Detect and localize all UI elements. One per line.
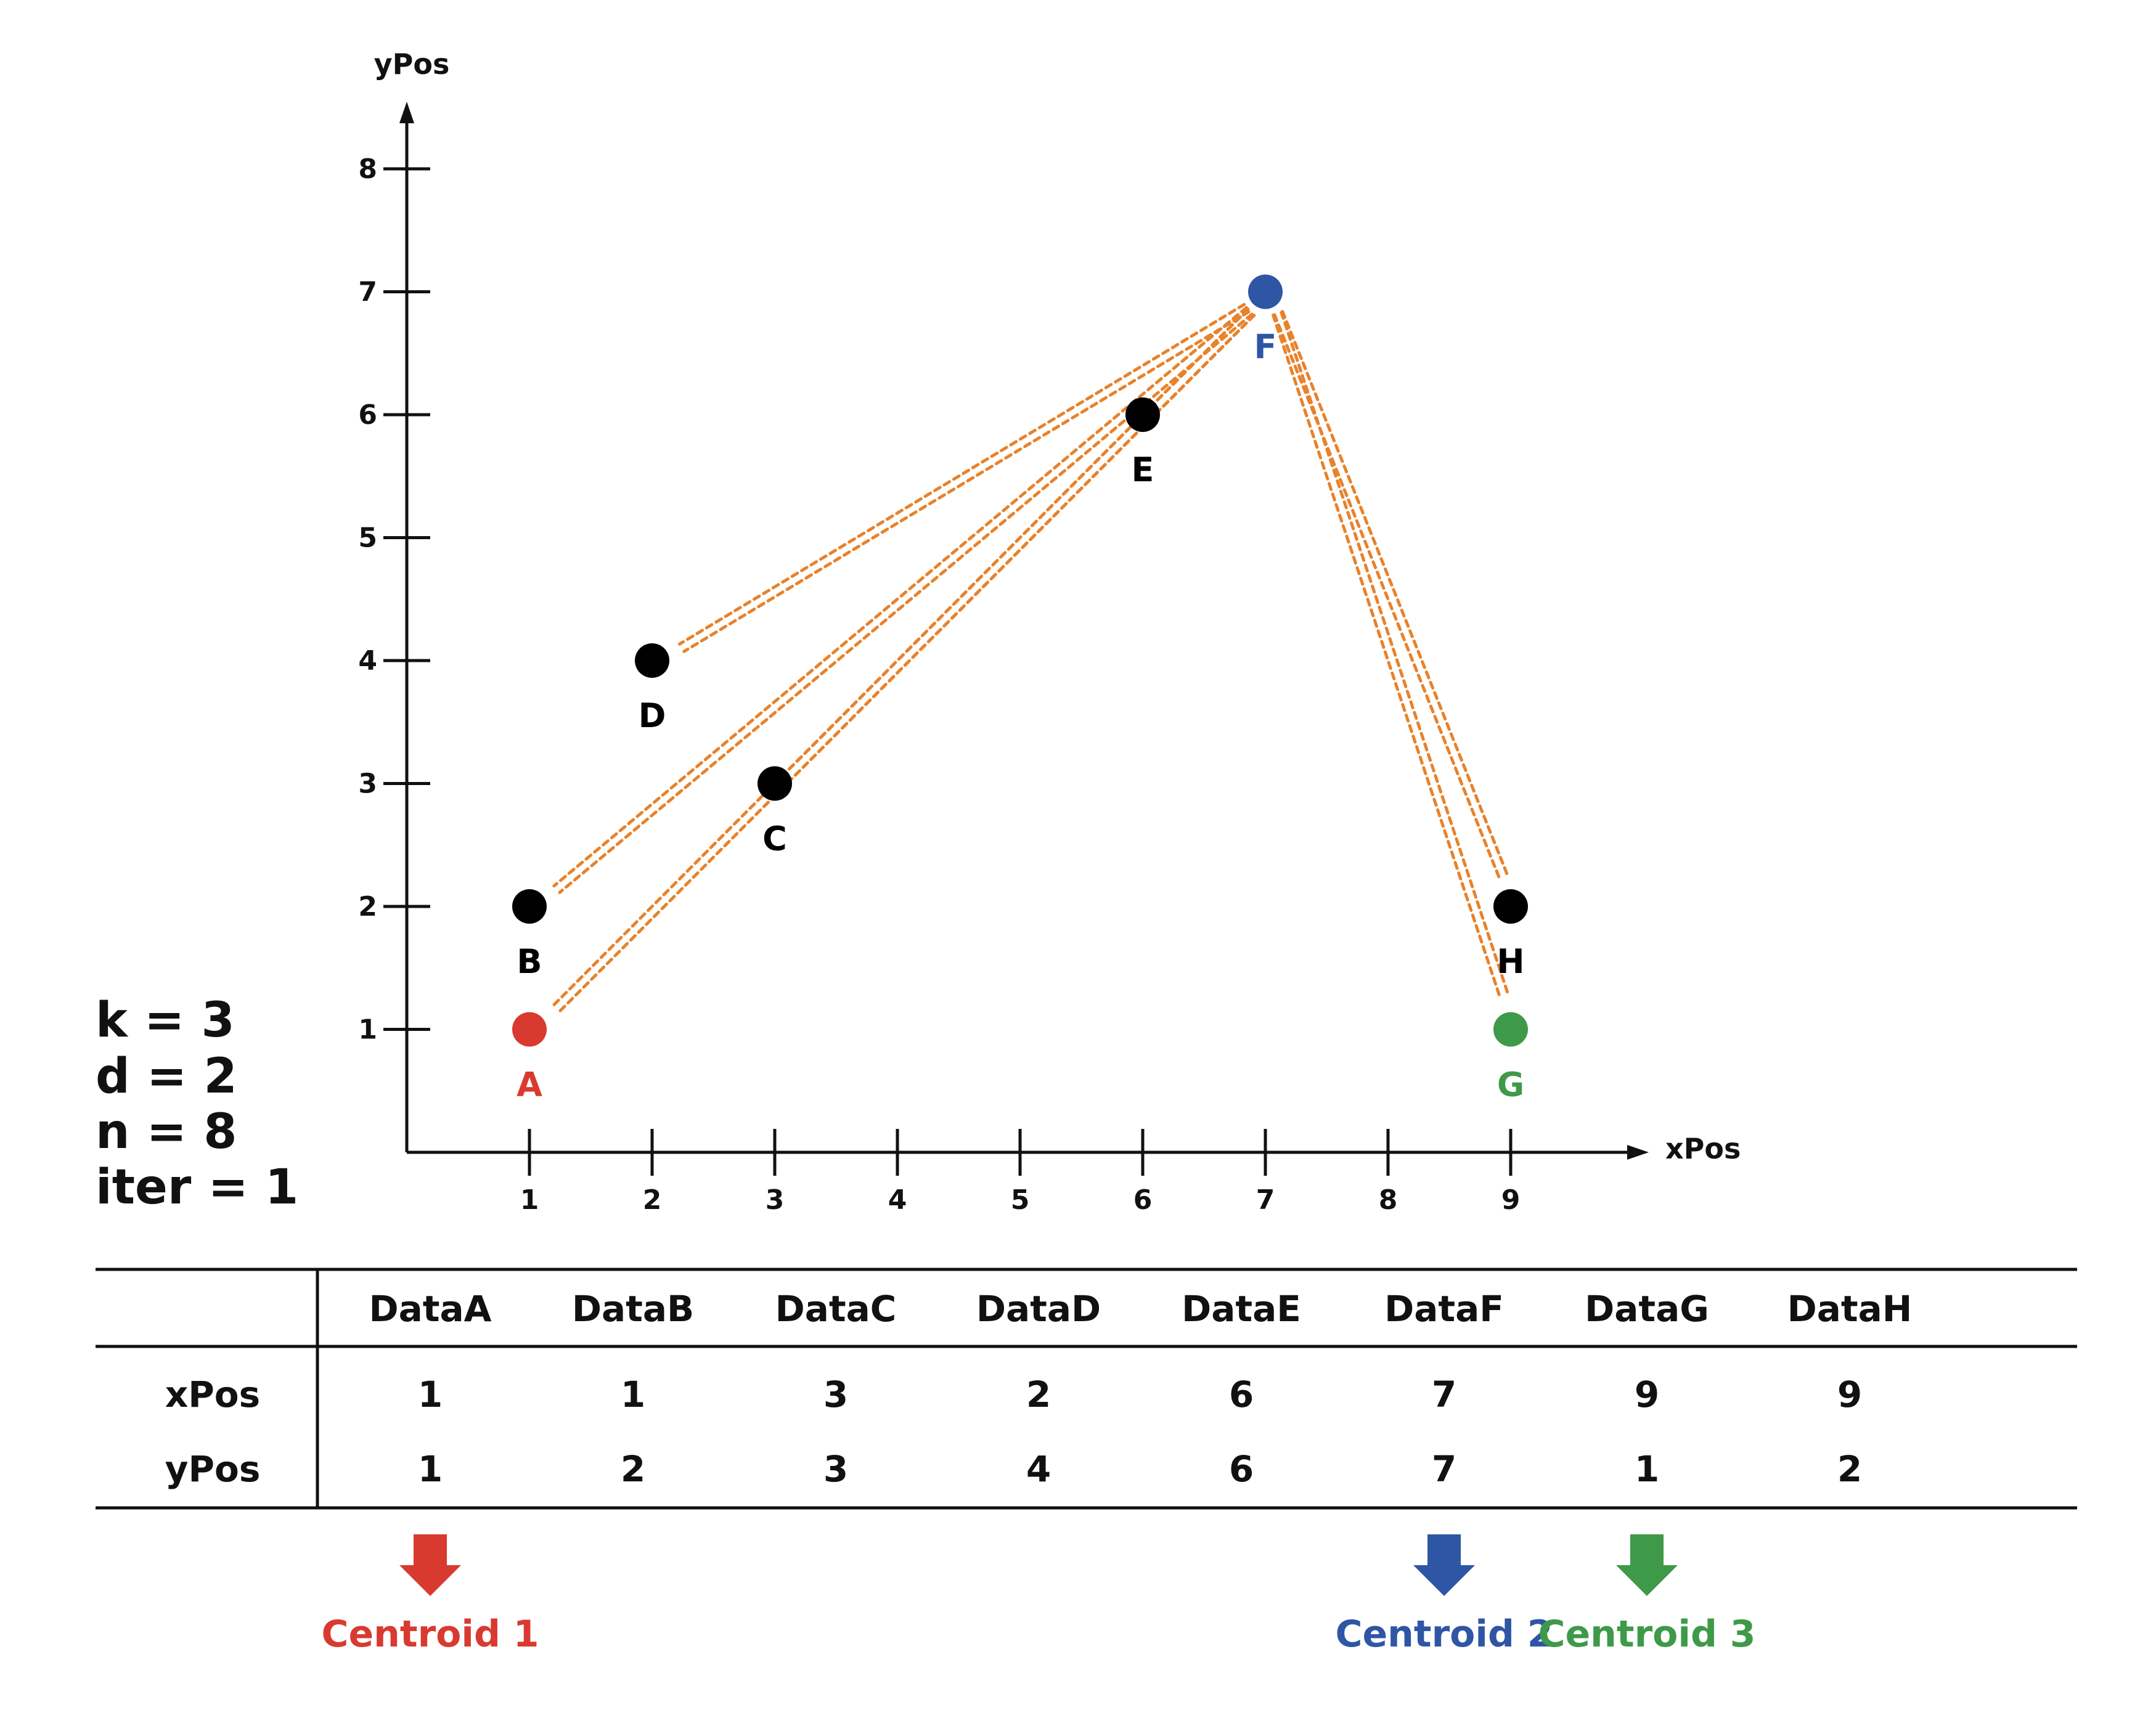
centroid-marker-3: Centroid 3: [1538, 1534, 1756, 1656]
column-header-dataf: DataF: [1384, 1288, 1504, 1330]
point-label-g: G: [1497, 1065, 1524, 1104]
point-label-h: H: [1497, 942, 1524, 981]
point-h: [1493, 889, 1528, 924]
centroid-marker-1: Centroid 1: [321, 1534, 539, 1656]
x-tick-label: 7: [1256, 1184, 1275, 1216]
table-cell: 2: [1837, 1448, 1862, 1490]
distance-line-e-pair: [1170, 314, 1256, 400]
point-label-c: C: [762, 820, 787, 858]
centroid-marker-2: Centroid 2: [1335, 1534, 1553, 1656]
x-tick-label: 3: [766, 1184, 785, 1216]
table-cell: 6: [1229, 1374, 1254, 1415]
table-cell: 6: [1229, 1448, 1254, 1490]
distance-line-d-pair: [682, 310, 1251, 653]
centroid-label: Centroid 2: [1335, 1613, 1553, 1656]
distance-line-h-pair: [1281, 309, 1509, 876]
column-header-datab: DataB: [572, 1288, 694, 1330]
table-cell: 1: [418, 1448, 443, 1490]
column-header-datad: DataD: [976, 1288, 1101, 1330]
x-tick-label: 8: [1379, 1184, 1398, 1216]
point-d: [635, 643, 669, 678]
data-table: DataA DataB DataC DataD DataE DataF DataG DataH…: [96, 1268, 2077, 1510]
point-label-f: F: [1254, 328, 1277, 367]
distance-line-g: [1272, 313, 1503, 1001]
table-cell: 9: [1837, 1374, 1862, 1415]
y-tick-label: 2: [358, 891, 377, 922]
table-cell: 2: [1026, 1374, 1051, 1415]
table-cell: 3: [823, 1448, 848, 1490]
table-cell: 9: [1635, 1374, 1659, 1415]
table-cell: 1: [418, 1374, 443, 1415]
x-tick-label: 5: [1011, 1184, 1030, 1216]
point-label-a: A: [517, 1065, 542, 1104]
scatter-plot: yPos xPos 1 2 3 4 5 6 7 8 9 1 2 3 4 5 6 7 8 A B C D E F G H: [358, 47, 1741, 1216]
point-label-e: E: [1132, 450, 1154, 489]
x-axis-title: xPos: [1665, 1132, 1741, 1165]
table-cell: 7: [1432, 1448, 1456, 1490]
column-header-dataa: DataA: [369, 1288, 491, 1330]
data-points: A B C D E F G H: [512, 274, 1528, 1104]
table-cell: 2: [621, 1448, 645, 1490]
down-arrow-icon: [1616, 1534, 1678, 1596]
y-tick-label: 7: [358, 277, 377, 308]
column-header-datag: DataG: [1585, 1288, 1709, 1330]
y-tick-label: 5: [358, 523, 377, 554]
x-tick-label: 1: [520, 1184, 539, 1216]
centroid-label: Centroid 1: [321, 1613, 539, 1656]
stat-n: n = 8: [96, 1104, 237, 1160]
down-arrow-icon: [1413, 1534, 1475, 1596]
distance-line-d: [678, 303, 1246, 646]
down-arrow-icon: [399, 1534, 461, 1596]
y-tick-label: 6: [358, 399, 377, 431]
centroid-label: Centroid 3: [1538, 1613, 1755, 1656]
distance-line-g-pair: [1280, 311, 1511, 998]
x-tick-label: 2: [643, 1184, 662, 1216]
table-row: yPos 1 2 3 4 6 7 1 2: [165, 1448, 1863, 1490]
x-tick-label: 4: [888, 1184, 907, 1216]
table-row: xPos 1 1 3 2 6 7 9 9: [165, 1374, 1862, 1415]
table-body: xPos 1 1 3 2 6 7 9 9 yPos 1 2 3 4 6 7 1 2: [165, 1374, 1863, 1490]
y-tick-label: 3: [358, 768, 377, 800]
parameters-block: k = 3 d = 2 n = 8 iter = 1: [96, 993, 298, 1215]
point-g: [1493, 1012, 1528, 1047]
table-cell: 4: [1026, 1448, 1051, 1490]
table-cell: 3: [823, 1374, 848, 1415]
axis-ticks: 1 2 3 4 5 6 7 8 9 1 2 3 4 5 6 7 8: [358, 153, 1520, 1216]
stat-d: d = 2: [96, 1049, 237, 1104]
stat-iter: iter = 1: [96, 1160, 298, 1215]
y-tick-label: 8: [358, 153, 377, 185]
x-tick-label: 9: [1501, 1184, 1521, 1216]
table-cell: 7: [1432, 1374, 1456, 1415]
column-header-datac: DataC: [775, 1288, 897, 1330]
table-cell: 1: [621, 1374, 645, 1415]
row-label: xPos: [165, 1374, 260, 1415]
point-label-d: D: [639, 696, 666, 735]
point-a: [512, 1012, 547, 1047]
column-header-datae: DataE: [1182, 1288, 1301, 1330]
distance-line-h: [1273, 313, 1501, 879]
point-b: [512, 889, 547, 924]
x-tick-label: 6: [1133, 1184, 1153, 1216]
point-f: [1248, 274, 1283, 309]
x-axis-arrowhead: [1627, 1145, 1649, 1160]
row-label: yPos: [165, 1448, 261, 1490]
point-c: [757, 766, 792, 801]
stat-k: k = 3: [96, 993, 235, 1048]
distance-line-e: [1164, 307, 1250, 394]
y-axis-arrowhead: [399, 102, 414, 123]
table-cell: 1: [1635, 1448, 1659, 1490]
y-tick-label: 1: [358, 1014, 377, 1046]
table-header-row: DataA DataB DataC DataD DataE DataF DataG DataH: [369, 1288, 1912, 1330]
point-e: [1125, 397, 1160, 432]
y-tick-label: 4: [358, 645, 377, 677]
column-header-datah: DataH: [1787, 1288, 1913, 1330]
y-axis-title: yPos: [374, 47, 450, 81]
point-label-b: B: [517, 942, 542, 981]
